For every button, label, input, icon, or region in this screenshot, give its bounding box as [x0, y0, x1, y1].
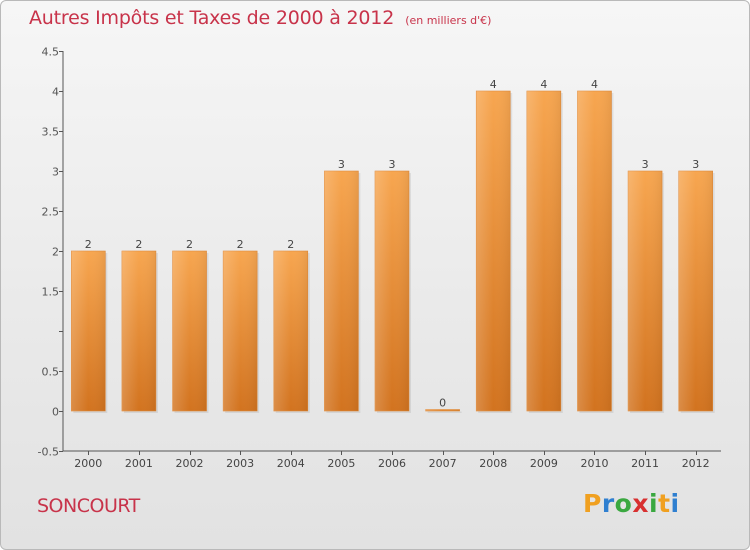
y-tick-label: 0: [52, 406, 59, 419]
x-tick-label: 2002: [176, 457, 204, 470]
bar-highlight: [526, 91, 561, 411]
y-tick-label: 3.5: [42, 126, 60, 139]
value-label: 2: [186, 238, 193, 251]
y-tick-label: 2: [52, 246, 59, 259]
value-label: 4: [591, 78, 598, 91]
x-tick-label: 2009: [530, 457, 558, 470]
value-label: 0: [439, 397, 446, 410]
y-tick-label: 0.5: [42, 366, 60, 379]
y-tick-label: -0.5: [38, 446, 59, 459]
x-tick-label: 2008: [479, 457, 507, 470]
y-tick-label: 4.5: [42, 46, 60, 59]
x-tick-label: 2000: [74, 457, 102, 470]
brand-letter: r: [601, 489, 615, 518]
bar-highlight: [577, 91, 612, 411]
bar-highlight: [71, 251, 106, 411]
y-tick-label: 1.5: [42, 286, 60, 299]
value-label: 2: [135, 238, 142, 251]
x-tick-label: 2004: [277, 457, 305, 470]
title-row: Autres Impôts et Taxes de 2000 à 2012 (e…: [29, 7, 491, 29]
value-label: 4: [540, 78, 547, 91]
bar-highlight: [223, 251, 258, 411]
x-tick-label: 2006: [378, 457, 406, 470]
value-label: 4: [490, 78, 497, 91]
bar-highlight: [425, 409, 460, 411]
commune-name: SONCOURT: [37, 495, 140, 517]
x-tick-label: 2011: [631, 457, 659, 470]
bar-shadow: [427, 411, 462, 413]
brand-letter: x: [632, 489, 649, 518]
bar-highlight: [375, 171, 409, 411]
value-label: 3: [389, 158, 396, 171]
chart-title: Autres Impôts et Taxes de 2000 à 2012: [29, 7, 395, 29]
x-tick-label: 2012: [682, 457, 710, 470]
value-label: 3: [692, 158, 699, 171]
x-tick-label: 2005: [327, 457, 355, 470]
bar-highlight: [476, 91, 511, 411]
bar-highlight: [324, 171, 359, 411]
value-label: 2: [85, 238, 92, 251]
y-tick-label: 3: [52, 166, 59, 179]
bar-highlight: [172, 251, 207, 411]
y-tick-label: 4: [52, 86, 59, 99]
bar-highlight: [678, 171, 713, 411]
bar-highlight: [273, 251, 308, 411]
bar-highlight: [121, 251, 156, 411]
bar-highlight: [628, 171, 663, 411]
brand-letter: i: [649, 489, 659, 518]
y-tick-label: 2.5: [42, 206, 60, 219]
value-label: 3: [642, 158, 649, 171]
x-tick-label: 2007: [429, 457, 457, 470]
brand-letter: i: [670, 489, 680, 518]
x-tick-label: 2010: [580, 457, 608, 470]
brand-letter: P: [583, 489, 602, 518]
x-tick-label: 2001: [125, 457, 153, 470]
value-label: 2: [237, 238, 244, 251]
brand-logo: Proxiti: [583, 489, 680, 518]
chart-subtitle: (en milliers d'€): [405, 14, 492, 27]
brand-letter: o: [614, 489, 633, 518]
x-tick-label: 2003: [226, 457, 254, 470]
value-label: 2: [287, 238, 294, 251]
brand-letter: t: [658, 489, 671, 518]
value-label: 3: [338, 158, 345, 171]
